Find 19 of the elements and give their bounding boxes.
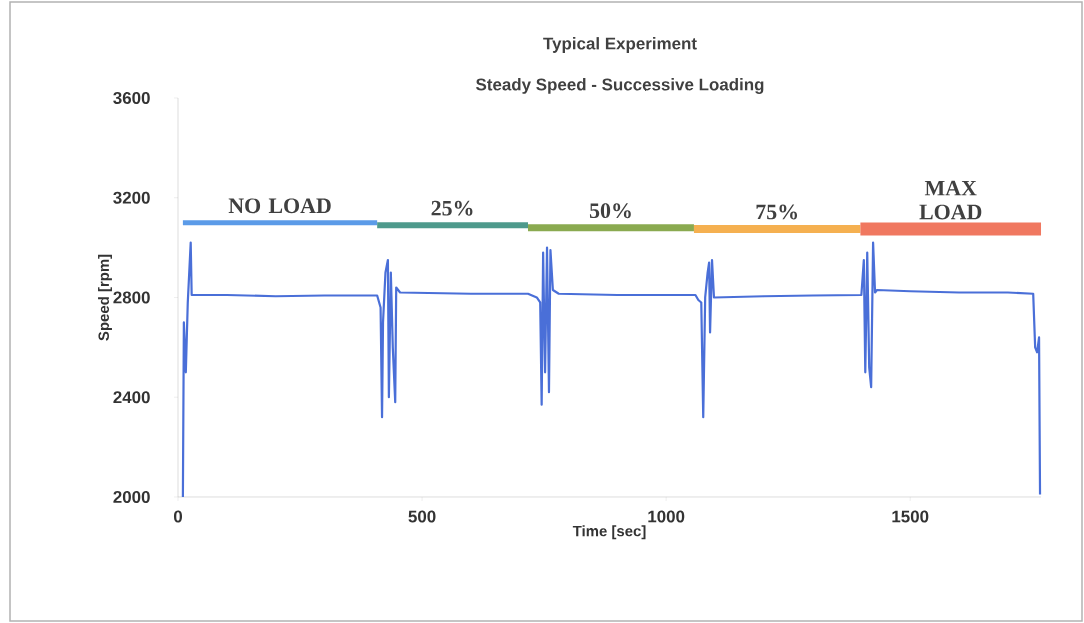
x-tick-label: 500 <box>408 510 436 523</box>
series-label: NO LOAD <box>228 198 331 214</box>
chart-title: Typical Experiment <box>543 37 697 53</box>
y-axis-title: Speed [rpm] <box>98 254 112 341</box>
line-series <box>181 241 1042 499</box>
y-tick-label: 2000 <box>113 490 150 503</box>
y-tick-label: 3200 <box>113 191 150 204</box>
x-axis-title: Time [sec] <box>572 525 646 540</box>
y-tick-label: 2400 <box>113 391 150 404</box>
series-label: MAX LOAD <box>919 180 982 220</box>
series-label: 50% <box>589 203 631 219</box>
chart-subtitle: Steady Speed - Successive Loading <box>476 78 764 94</box>
series-label: 75% <box>756 204 798 220</box>
x-tick-label: 1000 <box>648 510 685 523</box>
series-label: 25% <box>431 200 473 216</box>
x-tick-label: 0 <box>173 510 183 523</box>
x-tick-label: 1500 <box>892 510 929 523</box>
y-tick-label: 2800 <box>113 291 150 304</box>
y-tick-label: 3600 <box>113 91 150 104</box>
